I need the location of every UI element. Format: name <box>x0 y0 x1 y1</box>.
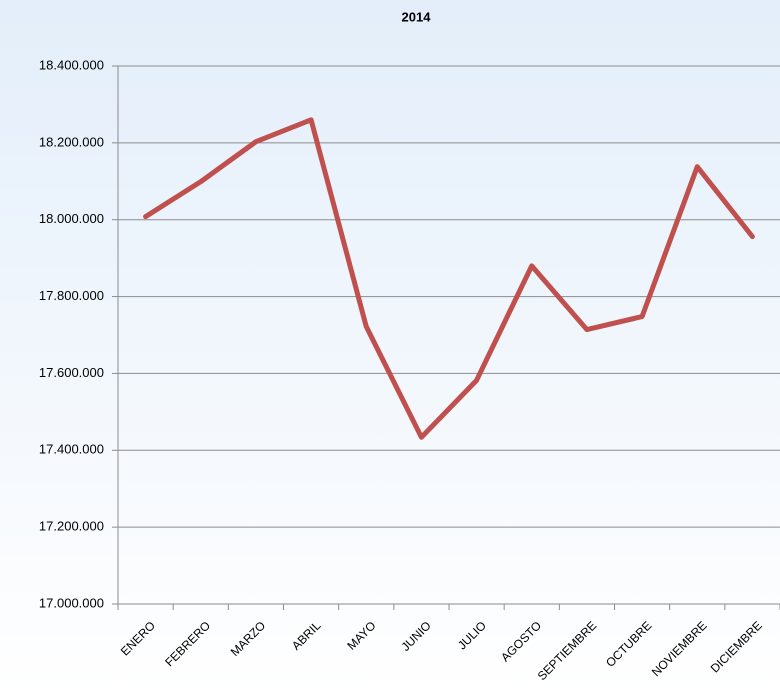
y-tick-label: 17.600.000 <box>39 365 104 380</box>
y-tick-label: 17.200.000 <box>39 519 104 534</box>
y-tick-label: 17.000.000 <box>39 595 104 610</box>
y-tick-label: 18.400.000 <box>39 57 104 72</box>
chart-title: 2014 <box>402 9 432 24</box>
y-tick-label: 18.200.000 <box>39 134 104 149</box>
y-tick-label: 17.800.000 <box>39 288 104 303</box>
y-tick-label: 17.400.000 <box>39 442 104 457</box>
data-line <box>143 117 755 440</box>
y-tick-label: 18.000.000 <box>39 211 104 226</box>
